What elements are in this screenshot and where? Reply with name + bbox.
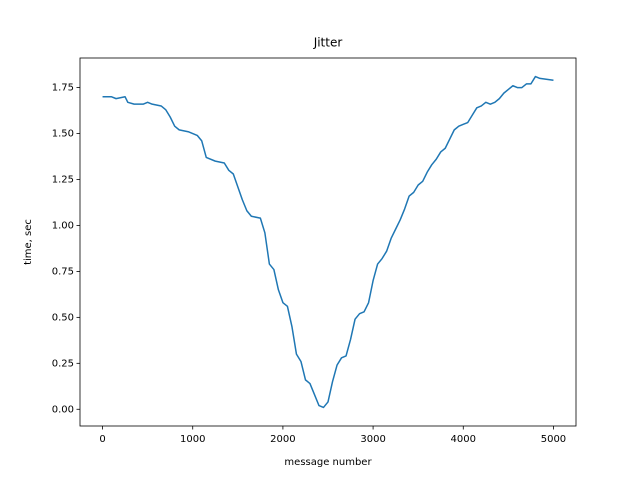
chart-title: Jitter	[313, 36, 343, 50]
y-tick-label: 1.50	[52, 129, 74, 140]
y-tick-label: 1.25	[52, 175, 74, 186]
y-tick-label: 1.00	[52, 220, 74, 231]
x-tick-label: 2000	[270, 434, 295, 445]
plot-frame	[79, 57, 577, 427]
y-tick-label: 0.00	[52, 404, 74, 415]
y-tick-label: 0.25	[52, 358, 74, 369]
x-tick-label: 4000	[451, 434, 476, 445]
x-tick-label: 0	[99, 434, 105, 445]
x-tick-label: 5000	[541, 434, 566, 445]
y-tick-label: 0.50	[52, 312, 74, 323]
x-tick-label: 1000	[180, 434, 205, 445]
x-axis-label: message number	[284, 457, 372, 468]
x-tick-label: 3000	[360, 434, 385, 445]
y-tick-label: 0.75	[52, 266, 74, 277]
y-axis-label: time, sec	[23, 219, 34, 265]
data-line	[102, 75, 554, 409]
y-tick-label: 1.75	[52, 83, 74, 94]
